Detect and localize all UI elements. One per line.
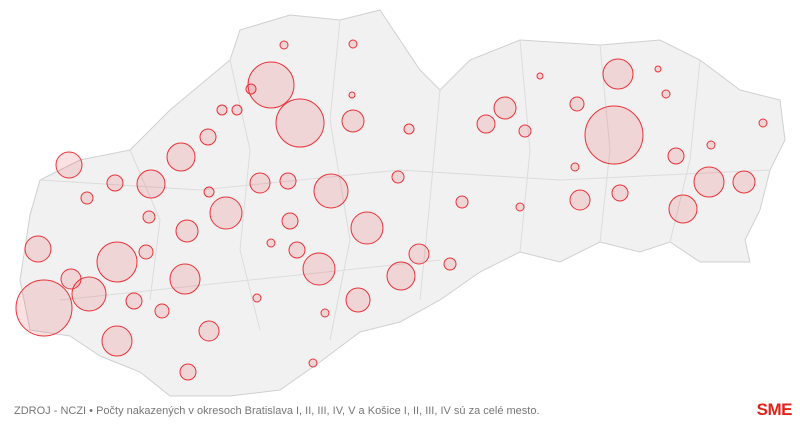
bubble (288, 241, 306, 259)
bubble (231, 104, 243, 116)
source-note: ZDROJ - NCZI • Počty nakazených v okreso… (14, 405, 540, 417)
bubble (654, 65, 662, 73)
bubble (732, 170, 756, 194)
bubble (493, 96, 517, 120)
bubble (279, 172, 297, 190)
bubble (216, 104, 228, 116)
bubble (138, 244, 154, 260)
district-lines (39, 19, 771, 341)
bubble (515, 202, 525, 212)
bubble (249, 172, 271, 194)
bubble (569, 189, 591, 211)
bubble (55, 151, 83, 179)
bubble (408, 243, 430, 265)
bubble (320, 308, 330, 318)
bubble (266, 238, 276, 248)
bubble (209, 196, 243, 230)
bubble (96, 241, 138, 283)
bubble (125, 292, 143, 310)
bubble (386, 261, 416, 291)
bubble (169, 263, 201, 295)
bubble (60, 268, 82, 290)
bubble (313, 173, 349, 209)
bubble (203, 186, 215, 198)
bubble (348, 39, 358, 49)
bubble (245, 83, 257, 95)
bubble (706, 140, 716, 150)
bubble (24, 235, 52, 263)
bubble (179, 363, 197, 381)
bubble (455, 195, 469, 209)
bubble (758, 118, 768, 128)
bubble (302, 252, 336, 286)
bubble (142, 210, 156, 224)
bubble (275, 98, 325, 148)
bubble (584, 105, 644, 165)
bubble (341, 109, 365, 133)
bubble (661, 89, 671, 99)
bubble (308, 358, 318, 368)
bubble (71, 276, 107, 312)
bubble (667, 147, 685, 165)
bubble (345, 287, 371, 313)
bubble (569, 96, 585, 112)
bubble (350, 211, 384, 245)
bubble (136, 169, 166, 199)
bubble (15, 279, 73, 337)
bubble (247, 61, 295, 109)
bubble (611, 184, 629, 202)
bubble (252, 293, 262, 303)
bubble (166, 142, 196, 172)
bubble (443, 257, 457, 271)
bubble (175, 219, 199, 243)
bubble (198, 320, 220, 342)
bubble (348, 91, 356, 99)
bubble (536, 72, 544, 80)
bubble (570, 162, 580, 172)
bubble (281, 212, 299, 230)
bubble (154, 303, 170, 319)
bubble (403, 123, 415, 135)
map (15, 9, 786, 397)
bubble (693, 166, 725, 198)
bubble (80, 191, 94, 205)
bubble (106, 174, 124, 192)
bubble (199, 128, 217, 146)
bubble (476, 114, 496, 134)
bubble (518, 124, 532, 138)
logo: SME (756, 400, 793, 419)
bubble (391, 170, 405, 184)
bubble (101, 325, 133, 357)
bubble (279, 40, 289, 50)
bubble (602, 58, 634, 90)
bubble (668, 194, 698, 224)
